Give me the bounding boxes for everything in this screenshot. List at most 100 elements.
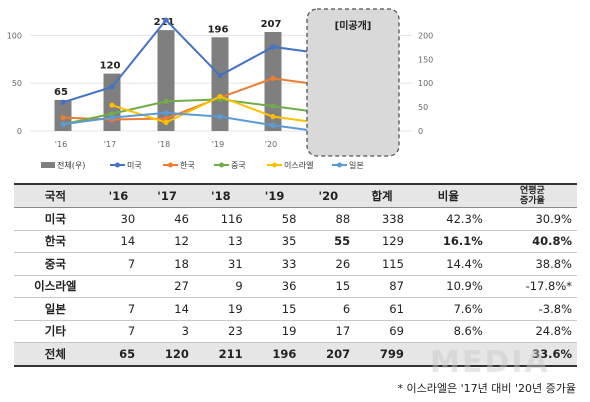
- series-line: [62, 111, 311, 132]
- table-cell: 16.1%: [408, 230, 488, 253]
- table-header-cell: '17: [140, 183, 194, 208]
- table-cell: 33: [247, 252, 302, 276]
- y-right-tick-label: 100: [418, 79, 433, 88]
- table-cell: 7: [96, 297, 141, 321]
- table-cell: [408, 342, 488, 367]
- table-cell: 14: [140, 297, 194, 321]
- table-cell: 61: [355, 297, 409, 321]
- line-series: [60, 17, 311, 132]
- y-left-tick-label: 50: [12, 79, 22, 88]
- table-header-cagr-line: 연평균: [519, 186, 545, 196]
- table-cell: 9: [193, 275, 248, 298]
- table-cell: 8.6%: [408, 320, 488, 343]
- x-tick-label: '19: [212, 140, 224, 149]
- bar-data-label: 65: [54, 87, 68, 98]
- table-cell: 18: [140, 252, 194, 276]
- table-cell: 38.8%: [487, 252, 577, 276]
- table-cell: 338: [355, 207, 409, 231]
- table-header-cell: 합계: [355, 183, 409, 208]
- table-cell: -17.8%*: [487, 275, 577, 298]
- series-point: [217, 72, 223, 79]
- table-cell: 46: [140, 207, 194, 231]
- row-label: 기타: [14, 320, 97, 343]
- series-point: [163, 115, 169, 122]
- table-cell: 15: [247, 297, 302, 321]
- legend-swatch: [41, 162, 55, 168]
- series-point: [60, 99, 66, 105]
- bar: [103, 73, 121, 131]
- series-point: [109, 111, 115, 117]
- table-cell: 65: [96, 342, 141, 367]
- axis-ticks: 0 50 100 0 50 100 150 200 '16 '17 '18 '19 '20: [7, 31, 434, 149]
- series-line: [62, 18, 311, 104]
- legend-label: 일본: [349, 161, 364, 170]
- series-point: [163, 98, 169, 104]
- bar: [211, 37, 229, 132]
- y-right-tick-label: 50: [418, 103, 428, 112]
- table-body: 미국 30 46 116 58 88 338 42.3% 30.9% 한국 14 12 13 35 55 12…: [14, 207, 577, 367]
- table-cell: 120: [140, 342, 194, 367]
- series-point: [109, 102, 115, 108]
- legend-label: 미국: [127, 161, 142, 170]
- bar: [157, 30, 175, 131]
- table-cell: 58: [247, 207, 302, 231]
- table-cell: 14: [96, 230, 141, 253]
- series-point: [217, 114, 223, 120]
- legend-swatch-marker: [337, 162, 342, 168]
- series-point: [163, 17, 169, 23]
- table-cell: 30: [96, 207, 141, 231]
- table-header-cell: '20: [301, 183, 356, 208]
- table-cell: 42.3%: [408, 207, 488, 231]
- x-tick-label: '20: [265, 140, 277, 149]
- table-header-cagr-line: 증가율: [519, 196, 545, 206]
- table-cell: 115: [355, 252, 409, 276]
- legend-label: 한국: [180, 161, 195, 170]
- series-point: [109, 115, 115, 121]
- table-cell: 87: [355, 275, 409, 298]
- x-tick-label: '17: [104, 140, 116, 149]
- legend-swatch-marker: [219, 162, 224, 168]
- table-cell: 13: [193, 230, 248, 253]
- table-cell: 14.4%: [408, 252, 488, 276]
- table-header-cell: 국적: [14, 183, 97, 208]
- table-cell: 7: [96, 252, 141, 276]
- table-cell: 196: [247, 342, 302, 367]
- table-cell: 19: [247, 320, 302, 343]
- legend-label: 중국: [231, 161, 246, 170]
- table-cell: 31: [193, 252, 248, 276]
- table-cell: 7.6%: [408, 297, 488, 321]
- table-cell: 19: [193, 297, 248, 321]
- table-cell: 26: [301, 252, 356, 276]
- footnote: * 이스라엘은 '17년 대비 '20년 증가율: [397, 382, 576, 395]
- hidden-box-label: [미공개]: [335, 19, 372, 32]
- row-label: 한국: [14, 230, 97, 253]
- x-tick-label: '16: [55, 140, 67, 149]
- row-label: 미국: [14, 207, 97, 231]
- table-cell: 23: [193, 320, 248, 343]
- table-row: 중국 7 18 31 33 26 115 14.4% 38.8%: [14, 252, 577, 276]
- table-cell: 12: [140, 230, 194, 253]
- table-row: 한국 14 12 13 35 55 129 16.1% 40.8%: [14, 230, 577, 253]
- y-right-tick-label: 200: [418, 31, 433, 40]
- series-point: [270, 114, 276, 120]
- table-cell: 17: [301, 320, 356, 343]
- legend-swatch-marker: [272, 162, 277, 168]
- hidden-box: [306, 8, 400, 157]
- y-left-tick-label: 100: [7, 31, 22, 40]
- table-cell: 88: [301, 207, 356, 231]
- row-label: 이스라엘: [14, 275, 97, 298]
- series-point: [109, 84, 115, 90]
- table-cell: 211: [193, 342, 248, 367]
- data-table: 국적 '16'17'18'19'20 합계 비율 연평균 증가율 미국 30 46 116 58 8…: [14, 183, 577, 367]
- series-point: [60, 121, 66, 127]
- series-point: [163, 110, 169, 116]
- table-row: 기타 7 3 23 19 17 69 8.6% 24.8%: [14, 320, 577, 343]
- legend: 전체(우) 미국 한국 중국 이스라엘 일본: [41, 160, 364, 170]
- row-label: 일본: [14, 297, 97, 321]
- hidden-data-box: [미공개]: [306, 8, 400, 157]
- table-total-row: 전체 65 120 211 196 207 799 33.6%: [14, 342, 577, 367]
- table-header-cell: '18: [193, 183, 248, 208]
- table-cell: 6: [301, 297, 356, 321]
- table-row: 미국 30 46 116 58 88 338 42.3% 30.9%: [14, 207, 577, 231]
- table-cell: 27: [140, 275, 194, 298]
